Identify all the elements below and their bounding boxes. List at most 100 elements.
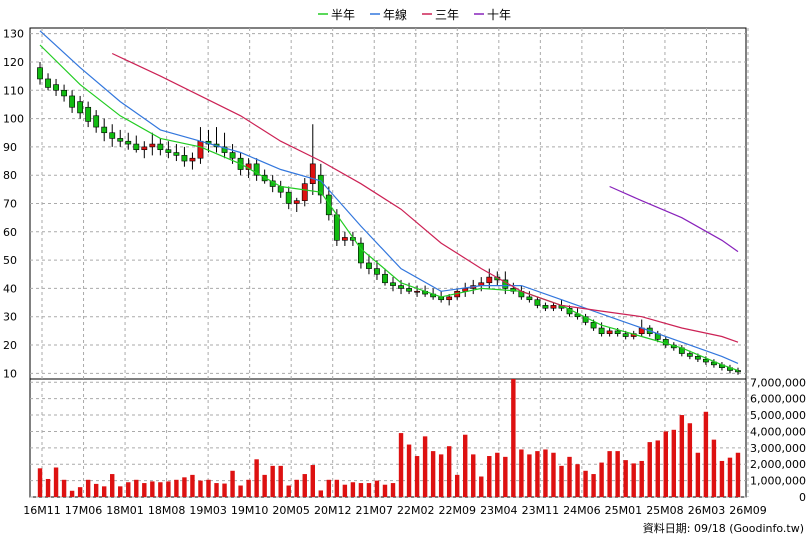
candle-body xyxy=(53,84,59,91)
volume-bar xyxy=(422,436,428,497)
volume-bar xyxy=(631,463,636,497)
volume-bar xyxy=(366,483,372,497)
candle-body xyxy=(61,89,67,97)
candle-body xyxy=(125,140,132,145)
candle-body xyxy=(358,242,364,264)
candle-body xyxy=(374,268,380,275)
volume-bar xyxy=(591,474,596,497)
price-tick-label: 70 xyxy=(3,198,17,211)
candle-body xyxy=(406,288,412,292)
volume-bar xyxy=(519,449,524,497)
volume-bar xyxy=(495,452,500,497)
volume-bar xyxy=(671,429,677,497)
price-tick-label: 40 xyxy=(3,282,17,295)
volume-bar xyxy=(487,456,492,497)
x-tick-label: 20M12 xyxy=(314,504,352,517)
volume-bar xyxy=(93,483,99,497)
candle-body xyxy=(333,214,340,241)
footer-text: 資料日期: 09/18 (Goodinfo.tw) xyxy=(643,521,804,535)
volume-bar xyxy=(551,452,556,497)
volume-bar xyxy=(471,454,476,497)
volume-tick-label: 1,000,000 xyxy=(750,475,806,488)
candle-body xyxy=(622,333,629,337)
candle-body xyxy=(598,327,605,335)
ma-10year-line xyxy=(609,185,739,253)
x-tick-label: 20M05 xyxy=(272,504,310,517)
volume-bar xyxy=(623,460,628,497)
volume-axis: 0 1,000,000 2,000,000 3,000,000 4,000,000 5,0… xyxy=(750,376,806,504)
volume-tick-label: 7,000,000 xyxy=(750,376,806,389)
candle-body xyxy=(366,262,372,269)
volume-bar xyxy=(53,467,59,497)
volume-bar xyxy=(77,487,83,497)
volume-bar xyxy=(358,483,364,497)
volume-bar xyxy=(687,423,693,497)
x-tick-label: 26M09 xyxy=(729,504,767,517)
candle-body xyxy=(165,149,172,153)
legend: 半年 年線 三年 十年 xyxy=(318,7,511,22)
candle-body xyxy=(181,155,188,162)
volume-tick-label: 0 xyxy=(799,491,806,504)
volume-bar xyxy=(679,415,685,497)
volume-bar xyxy=(238,485,243,497)
candle-body xyxy=(526,296,533,301)
volume-bar xyxy=(158,482,163,497)
volume-bar xyxy=(414,456,420,497)
x-tick-label: 22M09 xyxy=(439,504,477,517)
volume-bar xyxy=(222,483,227,497)
x-tick-label: 18M01 xyxy=(106,504,144,517)
x-axis: 16M11 17M06 18M01 18M08 19M03 19M10 20M05 20M12… xyxy=(23,504,767,517)
volume-bar xyxy=(647,442,652,497)
ma-3year-line xyxy=(111,52,739,343)
volume-bar xyxy=(85,479,91,497)
price-tick-label: 30 xyxy=(3,311,17,324)
legend-label: 年線 xyxy=(383,7,407,22)
volume-bar xyxy=(134,479,139,497)
price-tick-label: 50 xyxy=(3,254,17,267)
price-tick-label: 20 xyxy=(3,339,17,352)
volume-bar xyxy=(575,464,580,497)
volume-bar xyxy=(719,460,725,497)
candle-body xyxy=(229,152,236,159)
volume-bar xyxy=(503,456,508,497)
volume-bar xyxy=(214,483,219,497)
ma-year-line xyxy=(39,30,739,364)
volume-bar xyxy=(110,474,115,497)
candle-body xyxy=(45,78,51,88)
candle-body xyxy=(189,157,196,162)
legend-label: 半年 xyxy=(331,8,355,22)
volume-bar xyxy=(37,468,43,497)
x-tick-label: 26M03 xyxy=(688,504,726,517)
volume-bar xyxy=(190,474,195,497)
volume-bar xyxy=(703,411,709,497)
price-tick-label: 100 xyxy=(3,113,24,126)
volume-bar xyxy=(527,454,532,497)
x-tick-label: 25M01 xyxy=(605,504,643,517)
candle-body xyxy=(317,174,324,196)
volume-bar xyxy=(101,486,107,497)
x-tick-label: 16M11 xyxy=(23,504,61,517)
x-tick-label: 18M08 xyxy=(148,504,186,517)
price-tick-label: 80 xyxy=(3,169,17,182)
candle-body xyxy=(550,305,557,309)
x-tick-label: 21M07 xyxy=(355,504,393,517)
candle-body xyxy=(101,126,108,134)
candle-body xyxy=(173,152,180,156)
volume-tick-label: 4,000,000 xyxy=(750,425,806,438)
price-tick-label: 10 xyxy=(3,367,17,380)
candle-body xyxy=(606,330,613,335)
volume-tick-label: 2,000,000 xyxy=(750,458,806,471)
volume-bars xyxy=(37,379,741,497)
volume-bar xyxy=(142,483,147,497)
candle-body xyxy=(277,186,284,193)
candle-body xyxy=(590,322,597,329)
volume-bar xyxy=(430,451,436,497)
volume-bar xyxy=(174,479,179,497)
volume-bar xyxy=(350,482,356,497)
candle-body xyxy=(390,282,396,286)
volume-bar xyxy=(45,478,51,497)
volume-bar xyxy=(711,439,717,497)
volume-bar xyxy=(406,444,412,497)
volume-bar xyxy=(695,452,701,497)
volume-bar xyxy=(567,456,572,497)
